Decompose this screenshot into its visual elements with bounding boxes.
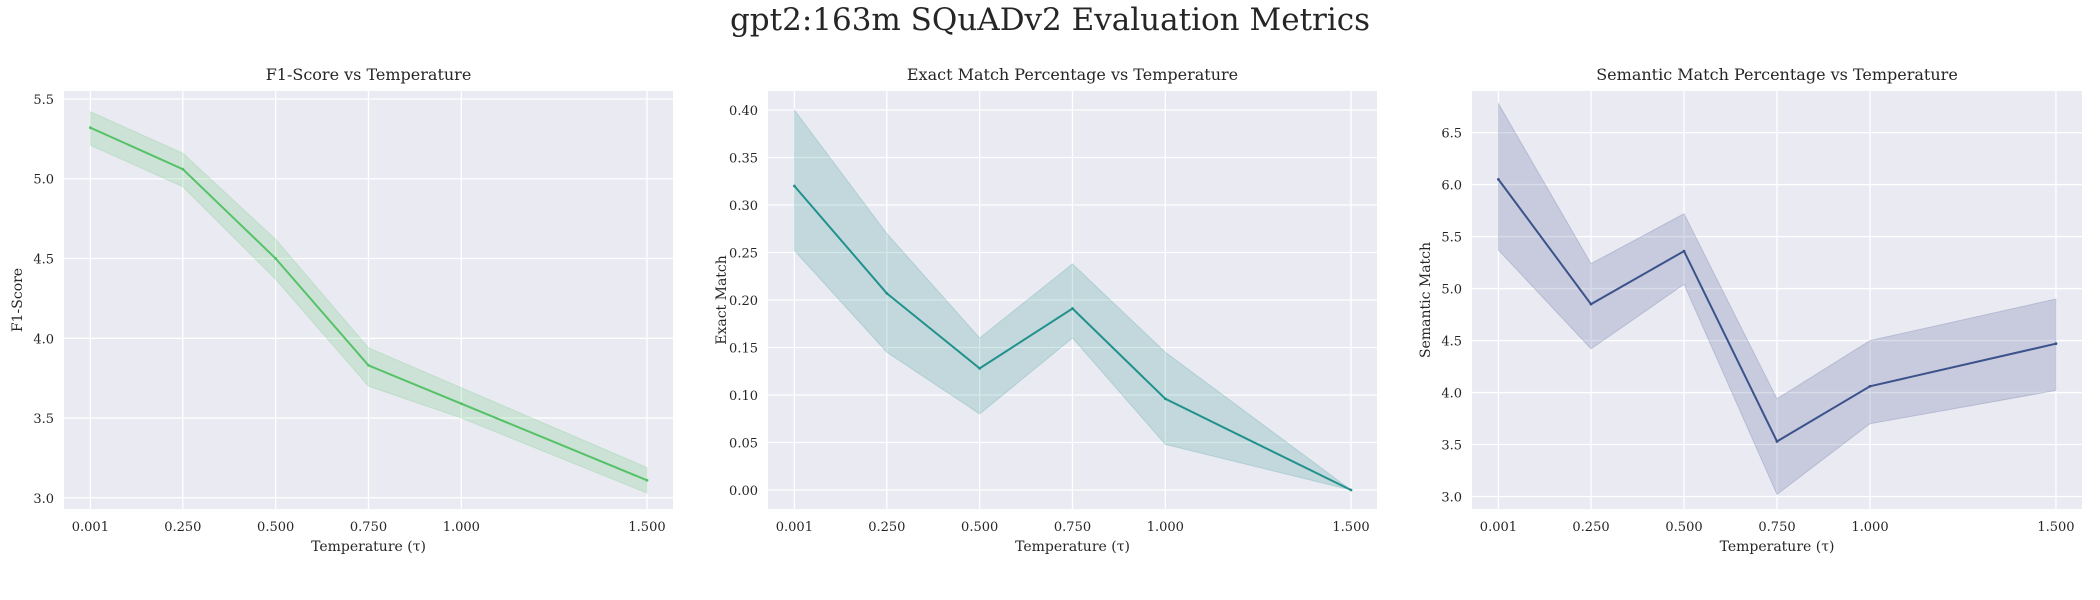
f1-data-point [459,402,463,406]
f1-y-tick-label: 4.5 [33,253,54,268]
f1-x-tick-label: 1.500 [628,520,665,535]
exact-match-data-point [885,291,889,295]
semantic-match-x-tick-label: 0.750 [1758,520,1795,535]
semantic-match-data-point [1589,302,1593,306]
f1-x-tick-label: 0.750 [350,520,387,535]
f1-y-tick-label: 3.5 [33,412,54,427]
exact-match-data-point [792,184,796,188]
semantic-match-data-point [1868,384,1872,388]
semantic-match-series-line [1497,178,2057,443]
f1-x-tick-label: 0.250 [164,520,201,535]
semantic-match-confidence-band [1497,101,2057,496]
f1-data-point [274,257,278,260]
exact-match-y-tick-label: 0.10 [729,389,758,404]
exact-match-y-tick-label: 0.25 [729,247,758,262]
f1-y-tick-label: 3.0 [33,492,54,507]
f1-data-point [367,364,370,367]
semantic-match-panel: 3.0 3.5 4.0 4.5 5.0 5.5 6.0 6.5 0.001 0.250 0.500 0… [1418,65,2082,555]
semantic-match-y-tick-label: 5.0 [1441,283,1462,298]
exact-match-x-tick-label: 0.001 [776,520,813,535]
semantic-match-y-axis-label: Semantic Match [1418,242,1434,358]
figure-title: gpt2:163m SQuADv2 Evaluation Metrics [729,2,1371,38]
semantic-match-y-tick-label: 6.5 [1441,127,1462,142]
exact-match-confidence-band [793,108,1352,491]
semantic-match-x-tick-label: 0.500 [1665,520,1702,535]
f1-y-tick-label: 5.0 [33,173,54,188]
semantic-match-y-tick-label: 6.0 [1441,179,1462,194]
exact-match-y-tick-label: 0.00 [729,484,758,499]
exact-match-data-point [978,367,982,370]
semantic-match-y-tick-label: 3.0 [1441,491,1462,506]
exact-match-x-axis-label: Temperature (τ) [1015,539,1130,555]
semantic-match-x-tick-label: 1.000 [1851,520,1888,535]
f1-series-line [89,126,648,482]
f1-y-axis-label: F1-Score [10,268,26,332]
exact-match-x-tick-label: 1.500 [1332,520,1369,535]
exact-match-data-point [1071,307,1074,310]
f1-y-tick-label: 4.0 [33,332,54,347]
semantic-match-x-tick-label: 1.500 [2037,520,2074,535]
semantic-match-title: Semantic Match Percentage vs Temperature [1596,65,1958,84]
f1-x-tick-label: 0.500 [257,520,294,535]
exact-match-title: Exact Match Percentage vs Temperature [907,65,1238,84]
semantic-match-data-point [1775,440,1779,443]
f1-y-tick-label: 5.5 [33,93,54,108]
semantic-match-x-axis-label: Temperature (τ) [1720,539,1835,555]
exact-match-x-tick-label: 0.250 [868,520,905,535]
exact-match-y-tick-label: 0.05 [729,437,758,452]
semantic-match-x-tick-label: 0.250 [1572,520,1609,535]
exact-match-y-tick-label: 0.15 [729,342,758,357]
f1-panel: 3.0 3.5 4.0 4.5 5.0 5.5 0.001 0.250 0.500 0.750 1.… [10,65,673,555]
semantic-match-data-point [1497,177,1500,181]
semantic-match-data-point [1682,249,1686,253]
exact-match-y-axis-label: Exact Match [714,255,730,345]
semantic-match-y-tick-label: 4.0 [1441,387,1462,402]
semantic-match-y-tick-label: 4.5 [1441,335,1462,350]
semantic-match-data-point [2054,342,2058,346]
exact-match-x-tick-label: 0.750 [1054,520,1091,535]
f1-confidence-band [89,110,648,494]
f1-x-tick-label: 0.001 [72,520,109,535]
semantic-match-y-tick-label: 5.5 [1441,231,1462,246]
semantic-match-x-tick-label: 0.001 [1480,520,1517,535]
exact-match-x-tick-label: 0.500 [961,520,998,535]
f1-title: F1-Score vs Temperature [266,65,472,84]
exact-match-data-point [1349,488,1353,492]
exact-match-y-tick-label: 0.20 [729,294,758,309]
f1-x-tick-label: 1.000 [443,520,480,535]
f1-x-axis-label: Temperature (τ) [311,539,426,555]
exact-match-panel: 0.00 0.05 0.10 0.15 0.20 0.25 0.30 0.35 0.40 0.00… [714,65,1377,555]
f1-data-point [88,126,92,130]
exact-match-series-line [793,185,1352,491]
f1-data-point [645,478,649,482]
exact-match-x-tick-label: 1.000 [1147,520,1184,535]
exact-match-y-tick-label: 0.40 [729,104,758,119]
exact-match-y-tick-label: 0.30 [729,199,758,214]
f1-data-point [181,167,185,171]
exact-match-y-tick-label: 0.35 [729,152,758,167]
exact-match-data-point [1163,397,1167,401]
semantic-match-y-tick-label: 3.5 [1441,439,1462,454]
